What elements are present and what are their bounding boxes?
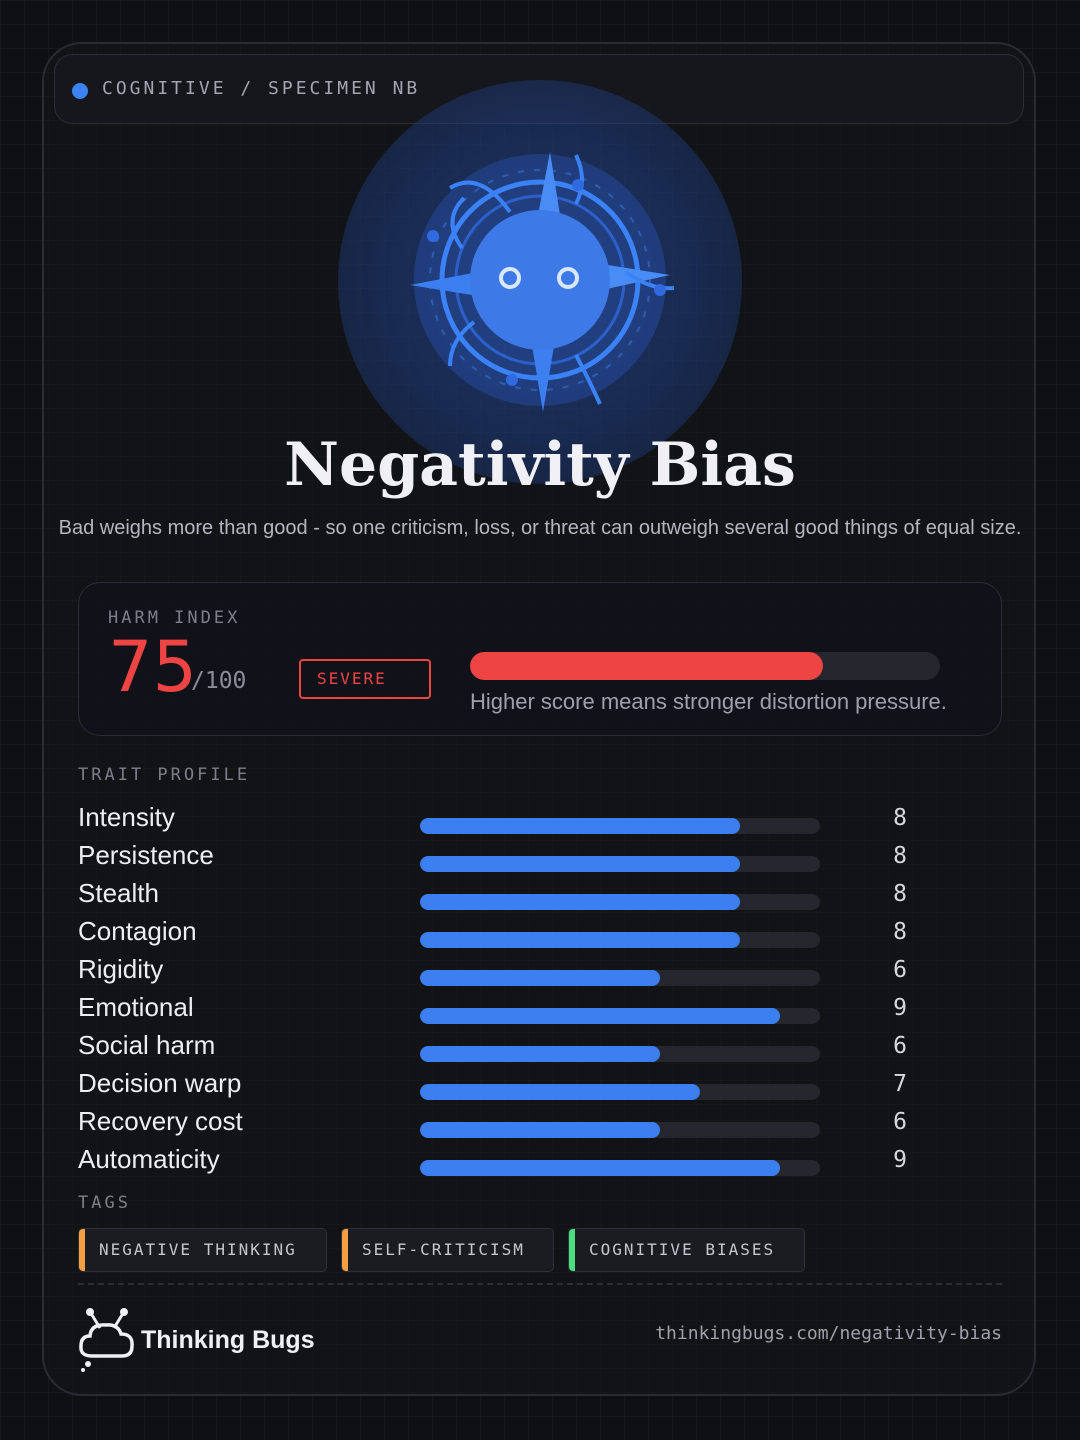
trait-name: Stealth bbox=[78, 878, 159, 908]
harm-index-bar bbox=[470, 652, 940, 680]
tags-label: TAGS bbox=[78, 1193, 131, 1213]
trait-row: Intensity 8 bbox=[78, 800, 938, 838]
trait-value: 6 bbox=[893, 1109, 907, 1135]
trait-name: Social harm bbox=[78, 1030, 216, 1060]
harm-index-note: Higher score means stronger distortion p… bbox=[470, 689, 947, 714]
trait-value: 8 bbox=[893, 881, 907, 907]
trait-bar-fill bbox=[420, 856, 740, 872]
category-dot-icon bbox=[72, 83, 88, 99]
trait-value: 8 bbox=[893, 805, 907, 831]
trait-value: 9 bbox=[893, 995, 907, 1021]
tag-cognitive-biases[interactable]: COGNITIVE BIASES bbox=[568, 1228, 805, 1272]
trait-value: 8 bbox=[893, 919, 907, 945]
trait-row: Contagion 8 bbox=[78, 914, 938, 952]
trait-row: Persistence 8 bbox=[78, 838, 938, 876]
trait-bar bbox=[420, 970, 820, 986]
tag-label: COGNITIVE BIASES bbox=[589, 1240, 776, 1259]
trait-bar-fill bbox=[420, 1084, 700, 1100]
trait-bar-fill bbox=[420, 1046, 660, 1062]
tag-self-criticism[interactable]: SELF-CRITICISM bbox=[341, 1228, 554, 1272]
trait-bar bbox=[420, 818, 820, 834]
trait-bar-fill bbox=[420, 1008, 780, 1024]
footer-divider bbox=[78, 1283, 1002, 1285]
trait-name: Emotional bbox=[78, 992, 194, 1022]
trait-row: Decision warp 7 bbox=[78, 1066, 938, 1104]
trait-bar bbox=[420, 1122, 820, 1138]
trait-bar-fill bbox=[420, 1122, 660, 1138]
trait-value: 8 bbox=[893, 843, 907, 869]
harm-index-label: HARM INDEX bbox=[108, 608, 241, 628]
trait-bar-fill bbox=[420, 932, 740, 948]
trait-value: 6 bbox=[893, 957, 907, 983]
trait-bar bbox=[420, 1160, 820, 1176]
tag-accent bbox=[342, 1229, 348, 1271]
trait-profile-list: Intensity 8 Persistence 8 Stealth 8 Contagion 8… bbox=[78, 800, 938, 1180]
tag-accent bbox=[569, 1229, 575, 1271]
trait-name: Rigidity bbox=[78, 954, 164, 984]
harm-index-score: 75 bbox=[108, 626, 198, 708]
trait-name: Automaticity bbox=[78, 1144, 220, 1174]
trait-bar bbox=[420, 1084, 820, 1100]
trait-row: Stealth 8 bbox=[78, 876, 938, 914]
trait-name: Persistence bbox=[78, 840, 214, 870]
trait-bar bbox=[420, 1046, 820, 1062]
trait-bar-fill bbox=[420, 894, 740, 910]
footer-url-link[interactable]: thinkingbugs.com/negativity-bias bbox=[655, 1323, 1002, 1344]
tag-label: NEGATIVE THINKING bbox=[99, 1240, 297, 1259]
severity-badge: SEVERE bbox=[299, 659, 431, 699]
page-subtitle: Bad weighs more than good - so one criti… bbox=[58, 517, 1022, 539]
tag-negative-thinking[interactable]: NEGATIVE THINKING bbox=[78, 1228, 327, 1272]
trait-name: Decision warp bbox=[78, 1068, 242, 1098]
trait-bar bbox=[420, 856, 820, 872]
trait-row: Emotional 9 bbox=[78, 990, 938, 1028]
trait-name: Recovery cost bbox=[78, 1106, 243, 1136]
trait-profile-label: TRAIT PROFILE bbox=[78, 765, 251, 785]
trait-value: 9 bbox=[893, 1147, 907, 1173]
trait-value: 6 bbox=[893, 1033, 907, 1059]
trait-name: Intensity bbox=[78, 802, 175, 832]
trait-row: Rigidity 6 bbox=[78, 952, 938, 990]
trait-bar-fill bbox=[420, 970, 660, 986]
trait-name: Contagion bbox=[78, 916, 197, 946]
harm-index-bar-fill bbox=[470, 652, 823, 680]
trait-bar bbox=[420, 894, 820, 910]
trait-row: Social harm 6 bbox=[78, 1028, 938, 1066]
trait-row: Automaticity 9 bbox=[78, 1142, 938, 1180]
tag-label: SELF-CRITICISM bbox=[362, 1240, 525, 1259]
trait-bar bbox=[420, 1008, 820, 1024]
trait-bar-fill bbox=[420, 1160, 780, 1176]
trait-value: 7 bbox=[893, 1071, 907, 1097]
page-title: Negativity Bias bbox=[284, 430, 796, 500]
harm-index-max: /100 bbox=[191, 668, 247, 694]
thinking-bugs-logo-icon[interactable] bbox=[78, 1306, 136, 1372]
brand-name: Thinking Bugs bbox=[141, 1326, 315, 1354]
trait-row: Recovery cost 6 bbox=[78, 1104, 938, 1142]
tag-accent bbox=[79, 1229, 85, 1271]
trait-bar-fill bbox=[420, 818, 740, 834]
category-label: COGNITIVE / SPECIMEN NB bbox=[102, 78, 421, 99]
compass-bug-icon bbox=[410, 152, 675, 412]
trait-bar bbox=[420, 932, 820, 948]
